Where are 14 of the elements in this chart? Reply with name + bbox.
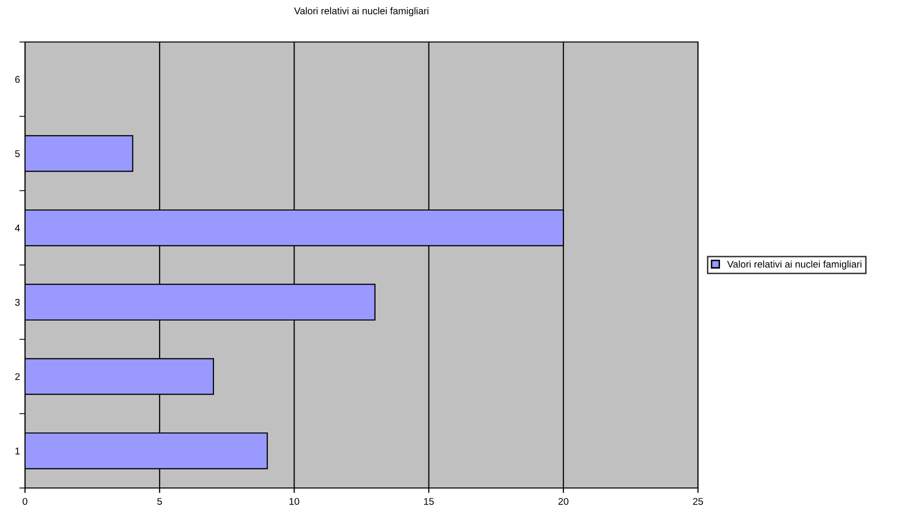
x-tick-label: 25: [693, 498, 703, 505]
y-tick-label: 1: [15, 448, 20, 454]
x-tick-label: 5: [157, 498, 162, 505]
y-tick-label: 6: [15, 76, 20, 83]
x-tick-label: 10: [290, 498, 300, 505]
x-tick-label: 0: [22, 498, 28, 505]
x-tick-label: 20: [558, 498, 568, 505]
y-tick-label: 5: [15, 150, 20, 158]
y-tick-label: 2: [15, 373, 20, 380]
legend-label: Valori relativi ai nuclei famigliari: [727, 260, 862, 270]
y-tick-label: 3: [15, 298, 20, 306]
x-tick-label: 15: [424, 498, 434, 505]
y-tick-label: 4: [14, 224, 20, 232]
chart-title: Valori relativi ai nuclei famigliari: [294, 7, 428, 16]
